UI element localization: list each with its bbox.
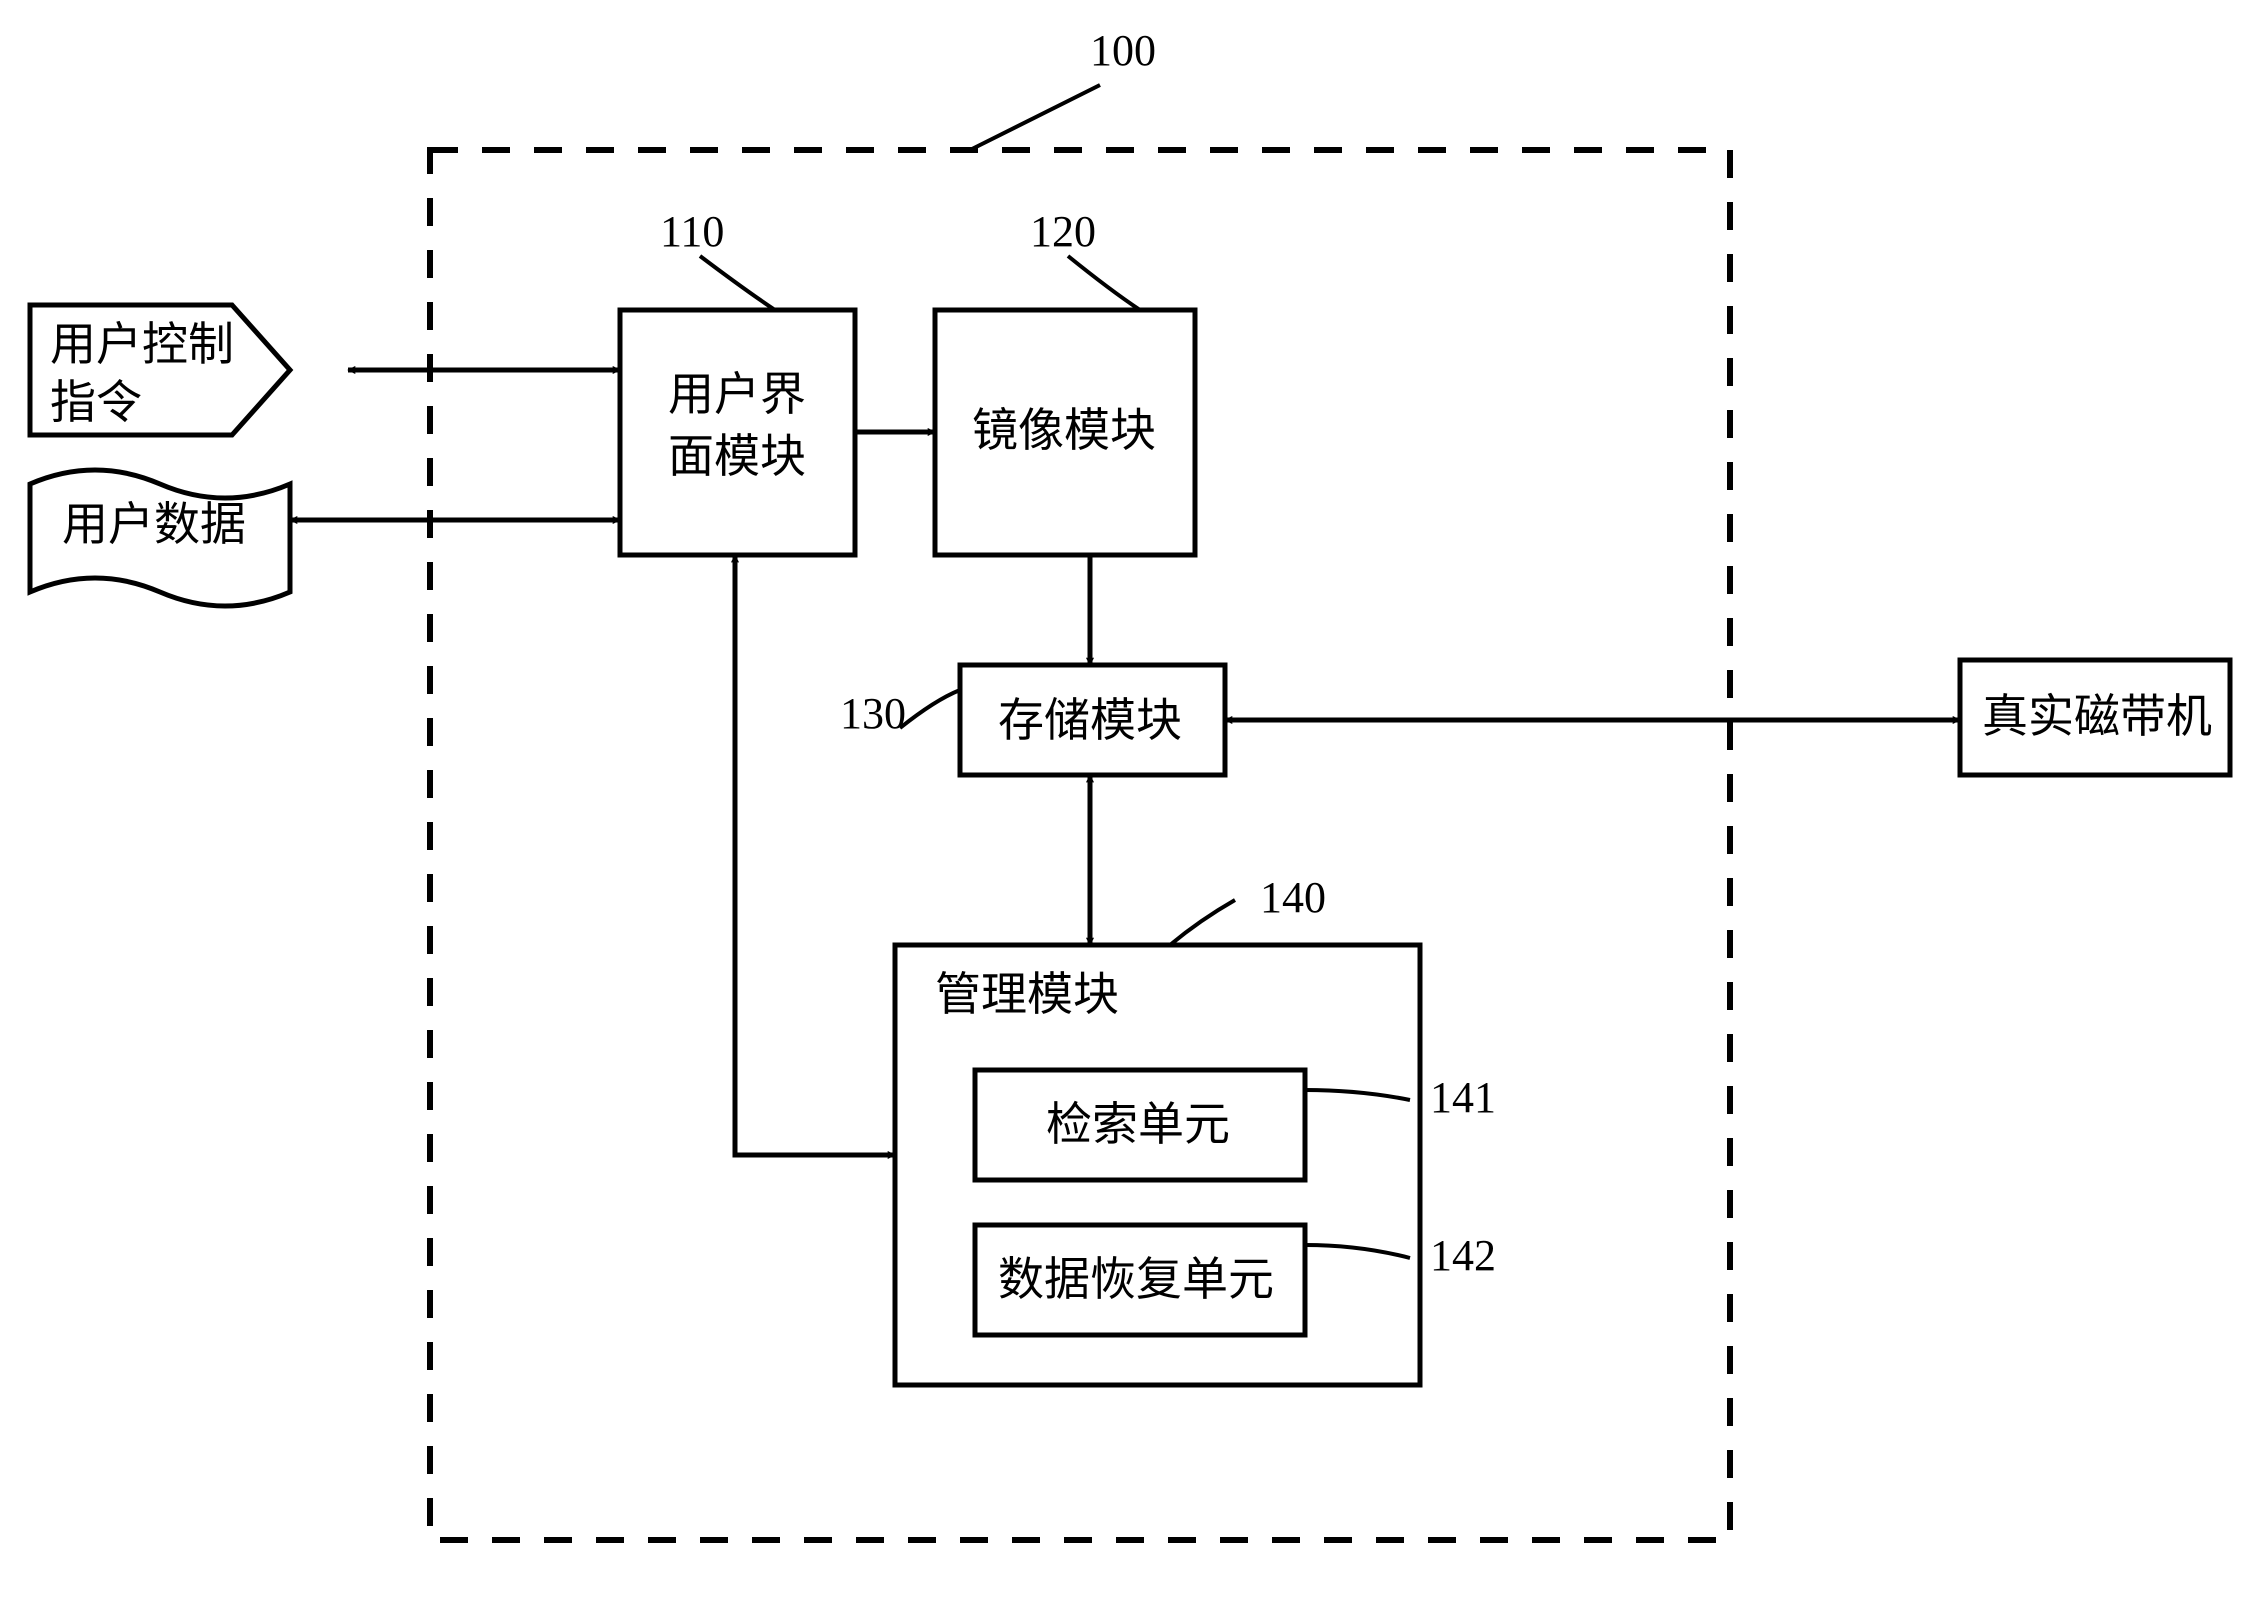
id-label-141: 141 [1430, 1073, 1496, 1122]
id-label-130: 130 [840, 689, 906, 738]
user-data-label: 用户数据 [62, 499, 246, 550]
storage-label: 存储模块 [998, 695, 1182, 746]
id-leader-130 [900, 690, 960, 728]
tape-drive-label: 真实磁带机 [1982, 691, 2212, 742]
search-label: 检索单元 [1046, 1099, 1230, 1150]
id-leader-140 [1170, 900, 1235, 945]
id-leader-120 [1068, 256, 1140, 310]
id-label-120: 120 [1030, 207, 1096, 256]
id-leader-110 [700, 256, 775, 310]
id-leader-100 [970, 85, 1100, 150]
id-label-110: 110 [660, 207, 724, 256]
mgmt-label: 管理模块 [935, 969, 1119, 1020]
id-label-142: 142 [1430, 1231, 1496, 1280]
mirror-label: 镜像模块 [972, 405, 1156, 456]
restore-label: 数据恢复单元 [998, 1254, 1274, 1305]
id-label-140: 140 [1260, 873, 1326, 922]
edge-ui_mgmt [735, 555, 895, 1155]
id-label-100: 100 [1090, 26, 1156, 75]
